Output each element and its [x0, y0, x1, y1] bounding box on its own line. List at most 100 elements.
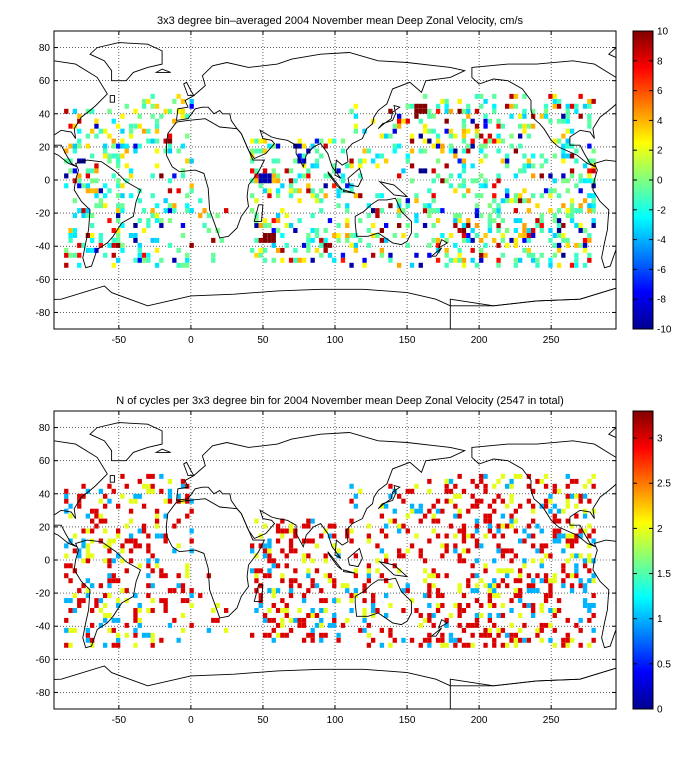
cycles-bin: [401, 588, 406, 594]
velocity-bin: [552, 252, 557, 258]
cycles-bin: [319, 588, 324, 594]
velocity-panel: 3x3 degree bin–averaged 2004 November me…: [36, 15, 672, 346]
velocity-bin: [111, 118, 116, 124]
cycles-bin: [470, 573, 475, 579]
velocity-bin: [496, 133, 501, 139]
cycles-bin: [552, 513, 557, 519]
velocity-bin: [470, 257, 475, 263]
cycles-bin: [535, 478, 540, 484]
cycles-bin: [539, 543, 544, 549]
cycles-bin: [310, 632, 315, 638]
velocity-bin: [435, 108, 441, 114]
velocity-bin: [453, 257, 458, 263]
velocity-bin: [120, 143, 125, 149]
cycles-bin: [111, 627, 116, 633]
cycles-bin: [474, 523, 480, 529]
velocity-bin: [301, 153, 307, 159]
cycles-colorbar-tick-label: 0: [657, 705, 663, 716]
velocity-bin: [202, 208, 207, 214]
velocity-coastline: [354, 197, 412, 246]
cycles-bin: [206, 627, 212, 633]
velocity-bin: [362, 257, 367, 263]
velocity-bin: [297, 143, 302, 149]
cycles-bin: [81, 583, 86, 589]
cycles-bin: [561, 563, 566, 569]
velocity-bin: [94, 193, 99, 199]
cycles-bin: [556, 598, 562, 604]
cycles-x-tick-label: -50: [112, 715, 127, 726]
cycles-bin: [163, 498, 168, 504]
cycles-bin: [578, 498, 583, 504]
velocity-bin: [224, 208, 229, 214]
cycles-bin: [150, 637, 155, 643]
cycles-bin: [543, 573, 549, 579]
cycles-bin: [366, 538, 372, 544]
velocity-bin: [323, 193, 328, 199]
cycles-bin: [133, 538, 138, 544]
velocity-y-tick-label: 80: [39, 43, 51, 54]
cycles-bin: [288, 588, 294, 594]
velocity-bin: [522, 247, 527, 253]
cycles-bin: [262, 573, 268, 579]
cycles-bin: [167, 498, 173, 504]
cycles-bin: [401, 553, 406, 559]
cycles-coastline: [430, 627, 442, 637]
velocity-bin: [64, 173, 69, 179]
velocity-bin: [440, 208, 445, 214]
velocity-bin: [94, 123, 99, 129]
cycles-bin: [107, 538, 112, 544]
velocity-bin: [587, 252, 592, 258]
cycles-bin: [531, 518, 536, 524]
cycles-bin: [366, 642, 372, 648]
velocity-bin: [483, 138, 488, 144]
velocity-bin: [103, 153, 108, 159]
cycles-bin: [556, 608, 562, 613]
velocity-colorbar-tick-label: 10: [657, 27, 669, 38]
velocity-bin: [522, 128, 527, 134]
cycles-bin: [500, 613, 506, 618]
cycles-bin: [466, 578, 471, 584]
velocity-bin: [349, 233, 354, 238]
cycles-bin: [349, 538, 354, 544]
cycles-bin: [180, 598, 186, 604]
cycles-y-tick-label: 60: [39, 456, 51, 467]
cycles-bin: [539, 558, 544, 564]
cycles-bin: [431, 518, 436, 524]
cycles-bin: [487, 627, 493, 633]
velocity-bin: [293, 178, 298, 184]
velocity-bin: [457, 98, 462, 104]
cycles-coastline: [327, 551, 343, 571]
velocity-bin: [150, 193, 155, 199]
velocity-bin: [587, 257, 592, 263]
cycles-bin: [466, 533, 471, 539]
cycles-bin: [349, 498, 354, 504]
cycles-bin: [384, 613, 389, 618]
velocity-bin: [461, 178, 467, 184]
velocity-bin: [297, 257, 302, 263]
velocity-bin: [574, 242, 579, 248]
velocity-bin: [314, 193, 320, 199]
velocity-bin: [116, 123, 121, 129]
velocity-coastline: [430, 247, 442, 257]
cycles-bin: [163, 573, 168, 579]
velocity-bin: [574, 108, 579, 114]
cycles-bin: [267, 538, 272, 544]
velocity-bin: [505, 153, 510, 159]
cycles-bin: [522, 558, 527, 564]
cycles-bin: [120, 588, 125, 594]
velocity-bin: [522, 123, 527, 129]
velocity-bin: [591, 198, 596, 204]
velocity-bin: [306, 148, 311, 154]
velocity-bin: [319, 138, 324, 144]
velocity-bin: [323, 242, 328, 248]
cycles-bin: [388, 642, 393, 648]
cycles-bin: [591, 578, 596, 584]
cycles-bin: [457, 622, 462, 628]
cycles-bin: [154, 558, 160, 564]
cycles-bin: [319, 608, 324, 613]
velocity-bin: [314, 148, 320, 154]
velocity-bin: [323, 228, 328, 233]
cycles-bin: [591, 528, 596, 534]
velocity-bin: [85, 188, 91, 194]
cycles-bin: [543, 543, 549, 549]
